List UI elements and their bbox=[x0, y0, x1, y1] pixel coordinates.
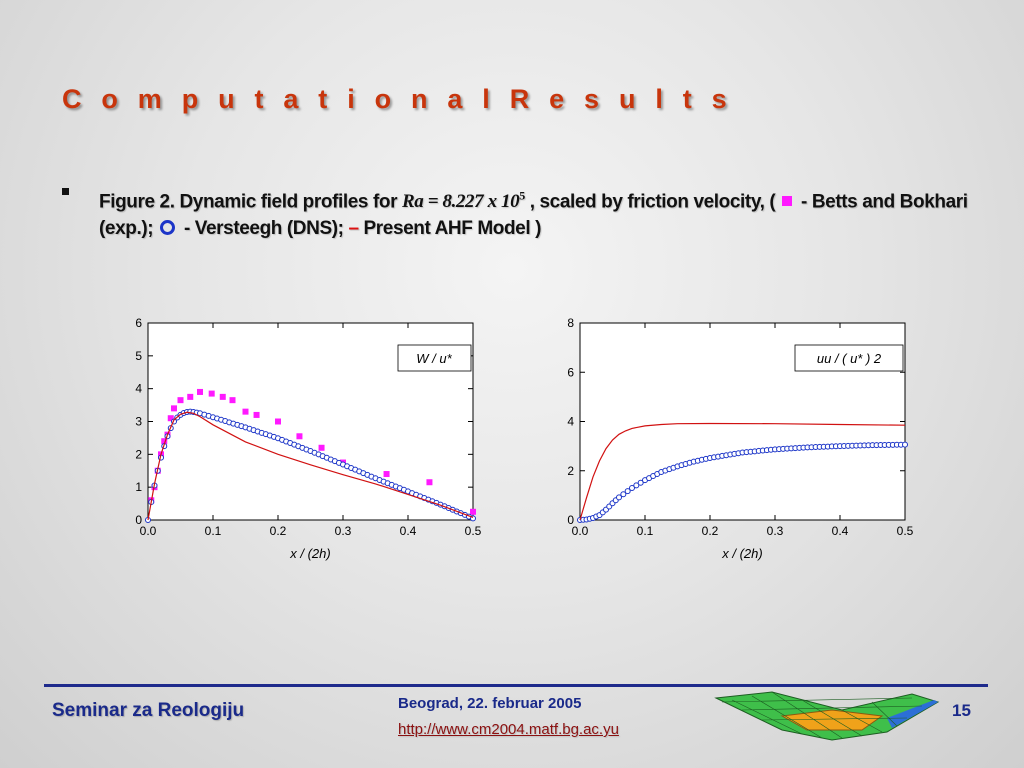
x-tick-label: 0.3 bbox=[767, 524, 784, 538]
y-tick-label: 6 bbox=[135, 316, 142, 330]
y-tick-label: 1 bbox=[135, 480, 142, 494]
square-marker-icon bbox=[782, 195, 793, 206]
y-tick-label: 6 bbox=[567, 365, 574, 379]
y-tick-label: 8 bbox=[567, 316, 574, 330]
line-marker-icon: – bbox=[348, 218, 359, 240]
y-tick-label: 5 bbox=[135, 349, 142, 363]
footer-seminar: Seminar za Reologiju bbox=[52, 700, 245, 721]
chart-uu-profile: 0.0 0.1 0.2 0.3 0.4 0.5 0 2 4 6 8 x / (2h) uu / ( u*… bbox=[567, 316, 914, 561]
y-tick-label: 0 bbox=[567, 513, 574, 527]
bullet-marker bbox=[62, 188, 69, 195]
x-tick-label: 0.3 bbox=[335, 524, 352, 538]
caption-formula: Ra = 8.227 x 105 bbox=[402, 189, 525, 213]
x-tick-label: 0.4 bbox=[832, 524, 849, 538]
footer-divider bbox=[44, 684, 988, 687]
x-tick-label: 0.2 bbox=[270, 524, 287, 538]
x-tick-label: 0.2 bbox=[702, 524, 719, 538]
footer-link[interactable]: http://www.cm2004.matf.bg.ac.yu bbox=[398, 721, 619, 738]
dns-point bbox=[902, 441, 908, 448]
exp-point bbox=[187, 393, 194, 400]
x-axis-label: x / (2h) bbox=[721, 546, 762, 561]
exp-point bbox=[197, 388, 203, 395]
caption-part1: Figure 2. Dynamic field profiles for bbox=[99, 191, 402, 213]
x-tick-label: 0.1 bbox=[637, 524, 654, 538]
x-tick-label: 0.0 bbox=[572, 524, 589, 538]
page-number: 15 bbox=[952, 701, 971, 720]
annotation-label: W / u* bbox=[416, 351, 452, 366]
x-tick-label: 0.0 bbox=[140, 524, 157, 538]
exp-point bbox=[177, 397, 184, 404]
exp-point bbox=[161, 438, 168, 445]
exp-point bbox=[426, 479, 433, 486]
x-tick-label: 0.4 bbox=[400, 524, 417, 538]
dns-point bbox=[637, 479, 644, 486]
dns-point bbox=[620, 491, 627, 498]
exp-point bbox=[167, 415, 174, 422]
y-tick-label: 4 bbox=[567, 415, 574, 429]
formula-exponent: 5 bbox=[519, 189, 525, 203]
exp-point bbox=[208, 390, 215, 397]
annotation-box bbox=[397, 344, 472, 372]
exp-point bbox=[229, 397, 236, 404]
figure-caption: Figure 2. Dynamic field profiles for Ra … bbox=[99, 183, 969, 242]
exp-point bbox=[171, 405, 177, 412]
y-tick-label: 2 bbox=[567, 464, 574, 478]
exp-point bbox=[253, 411, 260, 418]
x-tick-label: 0.5 bbox=[897, 524, 914, 538]
exp-point bbox=[318, 444, 325, 451]
model-line bbox=[147, 411, 474, 521]
annotation-label: uu / ( u* ) 2 bbox=[817, 351, 882, 366]
slide-title: C o m p u t a t i o n a l R e s u l t s bbox=[62, 84, 733, 114]
exp-point bbox=[470, 508, 476, 515]
exp-point bbox=[383, 471, 390, 478]
mesh-surface-logo bbox=[714, 691, 940, 741]
y-tick-label: 2 bbox=[135, 447, 142, 461]
x-tick-label: 0.5 bbox=[465, 524, 482, 538]
y-tick-label: 3 bbox=[135, 415, 142, 429]
dns-point bbox=[624, 488, 631, 495]
y-tick-label: 0 bbox=[135, 513, 142, 527]
footer-date: Beograd, 22. februar 2005 bbox=[398, 695, 582, 712]
x-tick-label: 0.1 bbox=[205, 524, 222, 538]
model-line bbox=[579, 422, 906, 521]
formula-text: Ra = 8.227 x 10 bbox=[402, 191, 520, 213]
dns-point bbox=[616, 494, 622, 501]
legend-model: Present AHF Model ) bbox=[358, 218, 542, 240]
annotation-box bbox=[794, 344, 904, 372]
circle-marker-icon bbox=[160, 220, 176, 236]
y-tick-label: 4 bbox=[135, 382, 142, 396]
exp-point bbox=[242, 408, 249, 415]
exp-point bbox=[219, 393, 226, 400]
legend-exp: - Betts and Bokhari (exp.); bbox=[99, 191, 968, 240]
legend-dns: - Versteegh (DNS); bbox=[179, 218, 349, 240]
chart-w-profile: 0.0 0.1 0.2 0.3 0.4 0.5 0 1 2 3 4 5 6 x / (2h) W / u* bbox=[135, 316, 482, 561]
exp-point bbox=[275, 418, 281, 425]
caption-part2: , scaled by friction velocity, ( bbox=[524, 191, 781, 213]
dns-point bbox=[633, 482, 640, 489]
dns-point bbox=[629, 484, 635, 491]
x-axis-label: x / (2h) bbox=[289, 546, 330, 561]
exp-point bbox=[296, 433, 303, 440]
